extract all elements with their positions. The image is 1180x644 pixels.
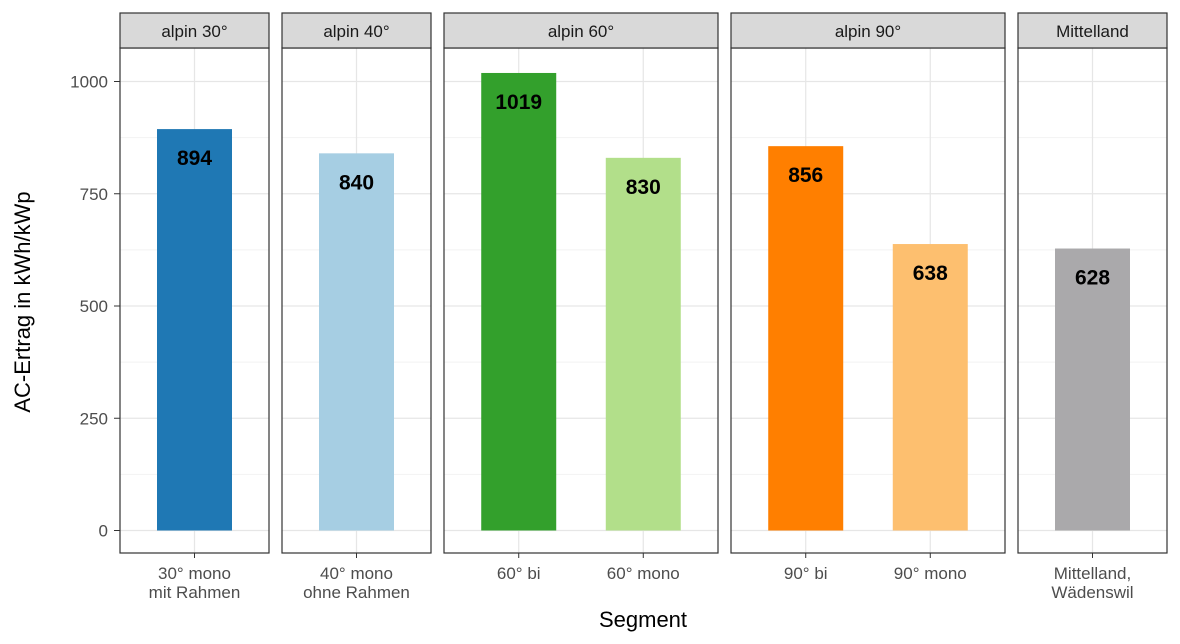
x-tick-label: Mittelland, Wädenswil (1051, 564, 1133, 602)
bar (768, 146, 844, 531)
bar (481, 72, 557, 531)
x-tick-label: 90° bi (784, 564, 828, 583)
y-tick-label: 1000 (70, 73, 108, 92)
y-tick-label: 250 (80, 409, 108, 428)
y-tick-label: 0 (99, 522, 108, 541)
y-axis-title: AC-Ertrag in kWh/kWp (10, 191, 35, 412)
bar (892, 244, 968, 531)
facet-strip (119, 12, 270, 49)
x-tick-label: 90° mono (894, 564, 967, 583)
x-tick-label: 30° mono mit Rahmen (149, 564, 241, 602)
facet-strip-label: Mittelland (1056, 22, 1129, 41)
facet-strip (281, 12, 432, 49)
bar-value-label: 856 (788, 164, 823, 187)
bar-value-label: 1019 (495, 91, 542, 114)
facet-strip-label: alpin 30° (161, 22, 227, 41)
facet-strip-label: alpin 40° (323, 22, 389, 41)
facet-strip-label: alpin 60° (548, 22, 614, 41)
x-tick-label: 60° bi (497, 564, 541, 583)
bar (605, 157, 681, 531)
facet-strip (1017, 12, 1168, 49)
x-axis-title: Segment (599, 607, 687, 632)
bar-value-label: 628 (1075, 267, 1110, 290)
facet-strip (730, 12, 1006, 49)
bar-value-label: 894 (177, 147, 212, 170)
facet-strip (443, 12, 719, 49)
x-tick-label: 40° mono ohne Rahmen (303, 564, 410, 602)
plot-area: 0 250 500 750 1000 894 alpin 30° 30° mono mit Ra… (70, 12, 1168, 602)
bar (1055, 248, 1130, 531)
x-tick-label: 60° mono (607, 564, 680, 583)
facet-strip-label: alpin 90° (835, 22, 901, 41)
bar (319, 153, 394, 531)
bar-value-label: 840 (339, 171, 374, 194)
y-tick-label: 750 (80, 185, 108, 204)
bar (157, 129, 232, 531)
y-tick-label: 500 (80, 297, 108, 316)
bar-value-label: 830 (626, 176, 661, 199)
bar-value-label: 638 (913, 262, 948, 285)
